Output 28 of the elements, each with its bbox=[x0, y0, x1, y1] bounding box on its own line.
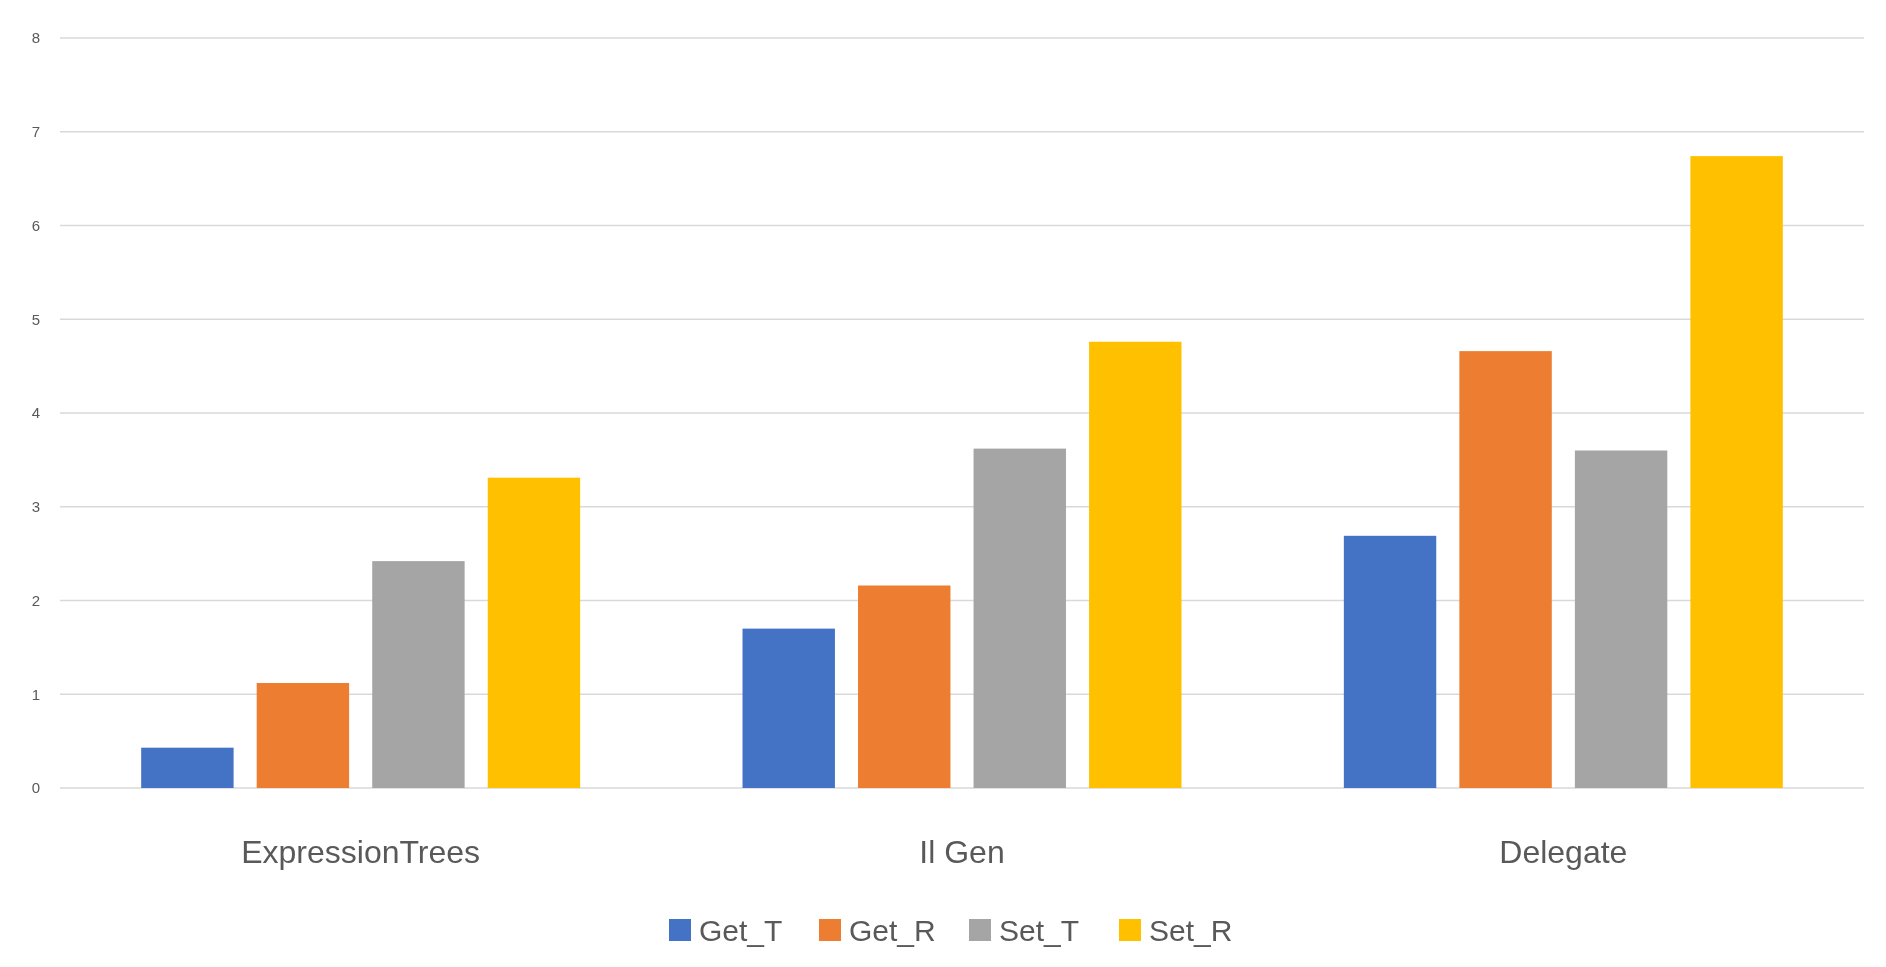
x-tick-label: Delegate bbox=[1499, 834, 1628, 870]
bar bbox=[973, 448, 1066, 788]
y-tick-label: 6 bbox=[31, 216, 40, 234]
y-tick-label: 2 bbox=[31, 591, 40, 609]
bar bbox=[487, 477, 581, 788]
bar bbox=[1459, 351, 1552, 788]
bar bbox=[1089, 341, 1182, 788]
y-tick-label: 5 bbox=[31, 310, 40, 328]
y-tick-label: 7 bbox=[31, 123, 40, 140]
bar bbox=[1343, 535, 1437, 788]
y-tick-label: 3 bbox=[31, 498, 40, 515]
bar bbox=[1574, 450, 1668, 788]
legend-label: Get_T bbox=[699, 913, 783, 947]
legend-label: Get_R bbox=[849, 913, 936, 947]
x-tick-label: ExpressionTrees bbox=[241, 834, 481, 870]
bar bbox=[256, 683, 350, 788]
bar bbox=[742, 628, 835, 788]
x-tick-label: Il Gen bbox=[919, 834, 1005, 870]
bar bbox=[141, 747, 234, 788]
legend-label: Set_T bbox=[999, 913, 1080, 947]
legend-label: Set_R bbox=[1149, 913, 1233, 947]
y-tick-label: 1 bbox=[31, 685, 40, 703]
bar bbox=[1690, 156, 1783, 788]
y-tick-label: 4 bbox=[31, 404, 40, 422]
y-tick-label: 8 bbox=[31, 29, 40, 47]
y-tick-label: 0 bbox=[31, 779, 40, 797]
bar bbox=[858, 585, 951, 788]
bar bbox=[372, 561, 465, 788]
